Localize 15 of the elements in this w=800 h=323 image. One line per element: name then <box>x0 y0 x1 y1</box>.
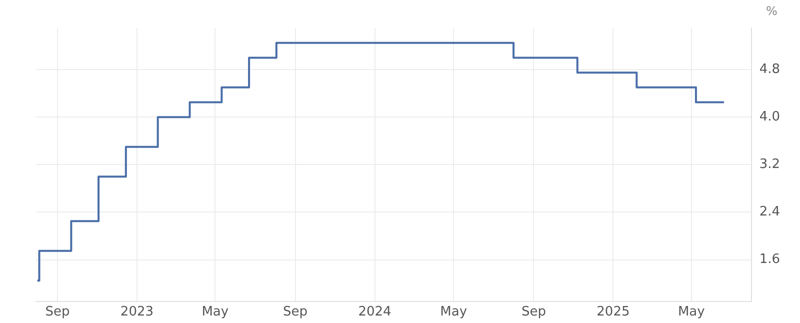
y-tick-label: 4.0 <box>759 110 780 125</box>
x-tick-label: Sep <box>283 304 308 320</box>
x-tick-label: Sep <box>45 304 70 320</box>
x-tick-label: Sep <box>521 304 546 320</box>
x-tick-label: 2025 <box>596 304 630 320</box>
x-tick-label: 2024 <box>358 304 392 320</box>
x-tick-label: May <box>202 304 229 320</box>
y-tick-label: 1.6 <box>759 252 780 268</box>
y-tick-label: 3.2 <box>759 157 780 172</box>
x-tick-label: May <box>440 304 468 320</box>
x-tick-label: May <box>678 304 706 320</box>
y-axis-title: % <box>766 4 778 18</box>
y-tick-label: 4.8 <box>759 62 780 77</box>
x-tick-label: 2023 <box>120 304 154 320</box>
y-tick-label: 2.4 <box>759 204 780 220</box>
